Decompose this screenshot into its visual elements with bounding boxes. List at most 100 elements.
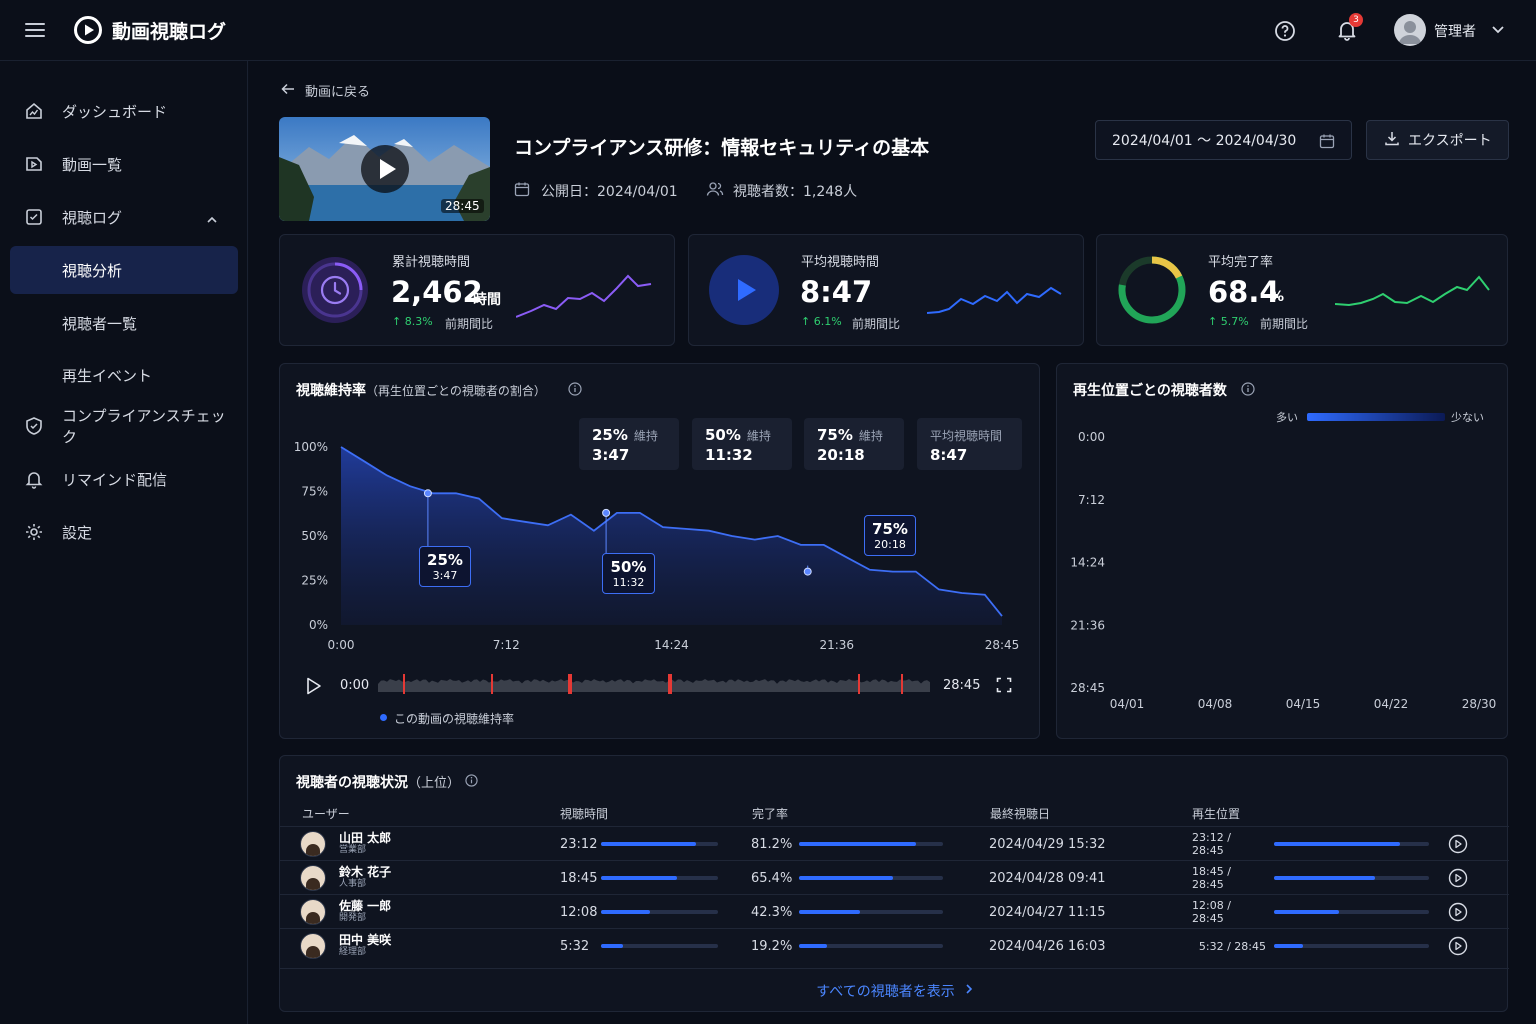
menu-icon[interactable] xyxy=(24,20,46,40)
play-circle-icon[interactable] xyxy=(1448,936,1468,960)
completion-rate: 81.2% xyxy=(751,836,793,852)
sidebar-item-dashboard[interactable]: ダッシュボード xyxy=(10,87,238,135)
completion-bar xyxy=(799,842,943,846)
video-title: コンプライアンス研修：情報セキュリティの基本 xyxy=(514,137,930,159)
player-play-icon[interactable] xyxy=(306,677,322,699)
user-cell: 鈴木 花子 人事部 xyxy=(300,861,391,895)
show-all-link[interactable]: すべての視聴者を表示 xyxy=(280,968,1509,1012)
column-header-user[interactable]: ユーザー xyxy=(302,807,350,821)
user-dept: 人事部 xyxy=(339,879,367,889)
x-tick-label: 04/01 xyxy=(1110,697,1145,711)
info-icon[interactable] xyxy=(1241,382,1255,400)
stat-tag: 維持 xyxy=(633,429,658,443)
legend-high-label: 多い xyxy=(1276,411,1298,424)
callout-time: 11:32 xyxy=(612,576,645,589)
play-circle-icon[interactable] xyxy=(1448,868,1468,892)
watch-time: 23:12 xyxy=(560,836,598,852)
kpi-card-avg-time: 平均視聴時間 8:47 ↑ 6.1% 前期間比 xyxy=(688,234,1084,346)
user-cell: 山田 太郎 営業部 xyxy=(300,827,391,861)
watch-time: 18:45 xyxy=(560,870,598,886)
watch-time-bar xyxy=(601,876,718,880)
kpi-title: 平均視聴時間 xyxy=(801,255,880,270)
kpi-compare: 前期間比 xyxy=(445,317,494,331)
player-total-time: 28:45 xyxy=(943,678,981,693)
last-viewed: 2024/04/26 16:03 xyxy=(989,938,1106,954)
legend-label: この動画の視聴維持率 xyxy=(394,712,515,726)
info-icon[interactable] xyxy=(568,382,582,400)
position-bar-fill xyxy=(1274,910,1340,914)
event-marker xyxy=(568,674,570,694)
dashboard-icon xyxy=(24,101,44,121)
position-bar xyxy=(1274,842,1429,846)
column-header-last[interactable]: 最終視聴日 xyxy=(990,807,1051,821)
date-range-picker[interactable]: 2024/04/01 〜 2024/04/30 xyxy=(1095,120,1352,160)
avatar xyxy=(300,899,326,925)
avatar xyxy=(300,933,326,959)
sidebar-item-label: 視聴者一覧 xyxy=(62,314,138,333)
shield-check-icon xyxy=(24,416,44,436)
back-link[interactable]: 動画に戻る xyxy=(281,81,370,100)
arrow-left-icon xyxy=(281,83,295,99)
x-tick-label: 14:24 xyxy=(654,638,689,652)
bell-icon xyxy=(24,469,44,489)
clock-icon xyxy=(300,255,370,325)
sidebar-item-settings[interactable]: 設定 xyxy=(10,508,238,556)
column-header-pos[interactable]: 再生位置 xyxy=(1192,807,1241,821)
chevron-down-icon[interactable] xyxy=(1491,24,1505,34)
sidebar-item-compliance[interactable]: コンプライアンスチェック xyxy=(10,402,238,450)
event-marker xyxy=(670,674,672,694)
y-tick-label: 28:45 xyxy=(1070,681,1105,695)
table-title-text: 視聴者の視聴状況 xyxy=(296,775,408,791)
event-marker xyxy=(858,674,860,694)
table-title: 視聴者の視聴状況（上位） xyxy=(296,772,460,792)
video-duration: 28:45 xyxy=(441,199,484,213)
export-button[interactable]: エクスポート xyxy=(1366,120,1509,160)
user-dept: 営業部 xyxy=(339,845,367,855)
watch-time-bar-fill xyxy=(601,944,624,948)
play-circle-icon[interactable] xyxy=(1448,834,1468,858)
table-row[interactable]: 田中 美咲 経理部 5:32 19.2% 2024/04/26 16:03 5:… xyxy=(280,928,1509,962)
watch-time-bar xyxy=(601,910,718,914)
retention-chart: 100% 75% 50% 25% 0%0:00 7:12 14:24 21:36 28:45 xyxy=(294,440,1020,652)
callout-time: 20:18 xyxy=(874,538,906,551)
user-cell: 田中 美咲 経理部 xyxy=(300,929,391,963)
sidebar-item-play-events[interactable]: 再生イベント xyxy=(10,351,238,399)
watch-time-bar xyxy=(601,944,718,948)
player-timeline[interactable] xyxy=(378,670,930,700)
sidebar-item-view-log[interactable]: 視聴ログ xyxy=(10,193,238,241)
help-icon[interactable] xyxy=(1274,20,1296,42)
user-name: 山田 太郎 xyxy=(339,831,392,845)
sidebar-item-reminder[interactable]: リマインド配信 xyxy=(10,455,238,503)
fullscreen-icon[interactable] xyxy=(996,677,1012,697)
play-circle-icon[interactable] xyxy=(1448,902,1468,926)
x-tick-label: 04/15 xyxy=(1286,697,1321,711)
kpi-change: ↑ 8.3% xyxy=(392,315,433,328)
play-icon[interactable] xyxy=(361,145,409,193)
info-icon[interactable] xyxy=(465,774,478,791)
log-icon xyxy=(24,207,44,227)
sidebar-item-analytics[interactable]: 視聴分析 xyxy=(10,246,238,294)
table-row[interactable]: 佐藤 一郎 開発部 12:08 42.3% 2024/04/27 11:15 1… xyxy=(280,894,1509,928)
retention-subtitle: （再生位置ごとの視聴者の割合） xyxy=(366,384,546,398)
sidebar-item-viewers[interactable]: 視聴者一覧 xyxy=(10,299,238,347)
completion-bar xyxy=(799,910,943,914)
y-tick-label: 75% xyxy=(301,485,328,499)
video-thumbnail[interactable]: 28:45 xyxy=(279,117,490,221)
sidebar-item-label: 設定 xyxy=(62,523,93,542)
legend-dot xyxy=(380,714,387,721)
user-name[interactable]: 管理者 xyxy=(1434,24,1476,40)
table-row[interactable]: 鈴木 花子 人事部 18:45 65.4% 2024/04/28 09:41 1… xyxy=(280,860,1509,894)
stat-label: 75% xyxy=(817,426,853,444)
column-header-rate[interactable]: 完了率 xyxy=(752,807,789,821)
stat-25: 25% 維持 3:47 xyxy=(579,418,679,470)
table-row[interactable]: 山田 太郎 営業部 23:12 81.2% 2024/04/29 15:32 2… xyxy=(280,826,1509,860)
completion-bar-fill xyxy=(799,910,860,914)
y-tick-label: 0:00 xyxy=(1078,430,1105,444)
sparkline xyxy=(1335,275,1490,307)
user-dept: 開発部 xyxy=(339,913,367,923)
position-bar xyxy=(1274,910,1429,914)
watch-time: 12:08 xyxy=(560,904,598,920)
column-header-time[interactable]: 視聴時間 xyxy=(560,807,609,821)
avatar[interactable] xyxy=(1394,14,1426,46)
sidebar-item-videos[interactable]: 動画一覧 xyxy=(10,140,238,188)
